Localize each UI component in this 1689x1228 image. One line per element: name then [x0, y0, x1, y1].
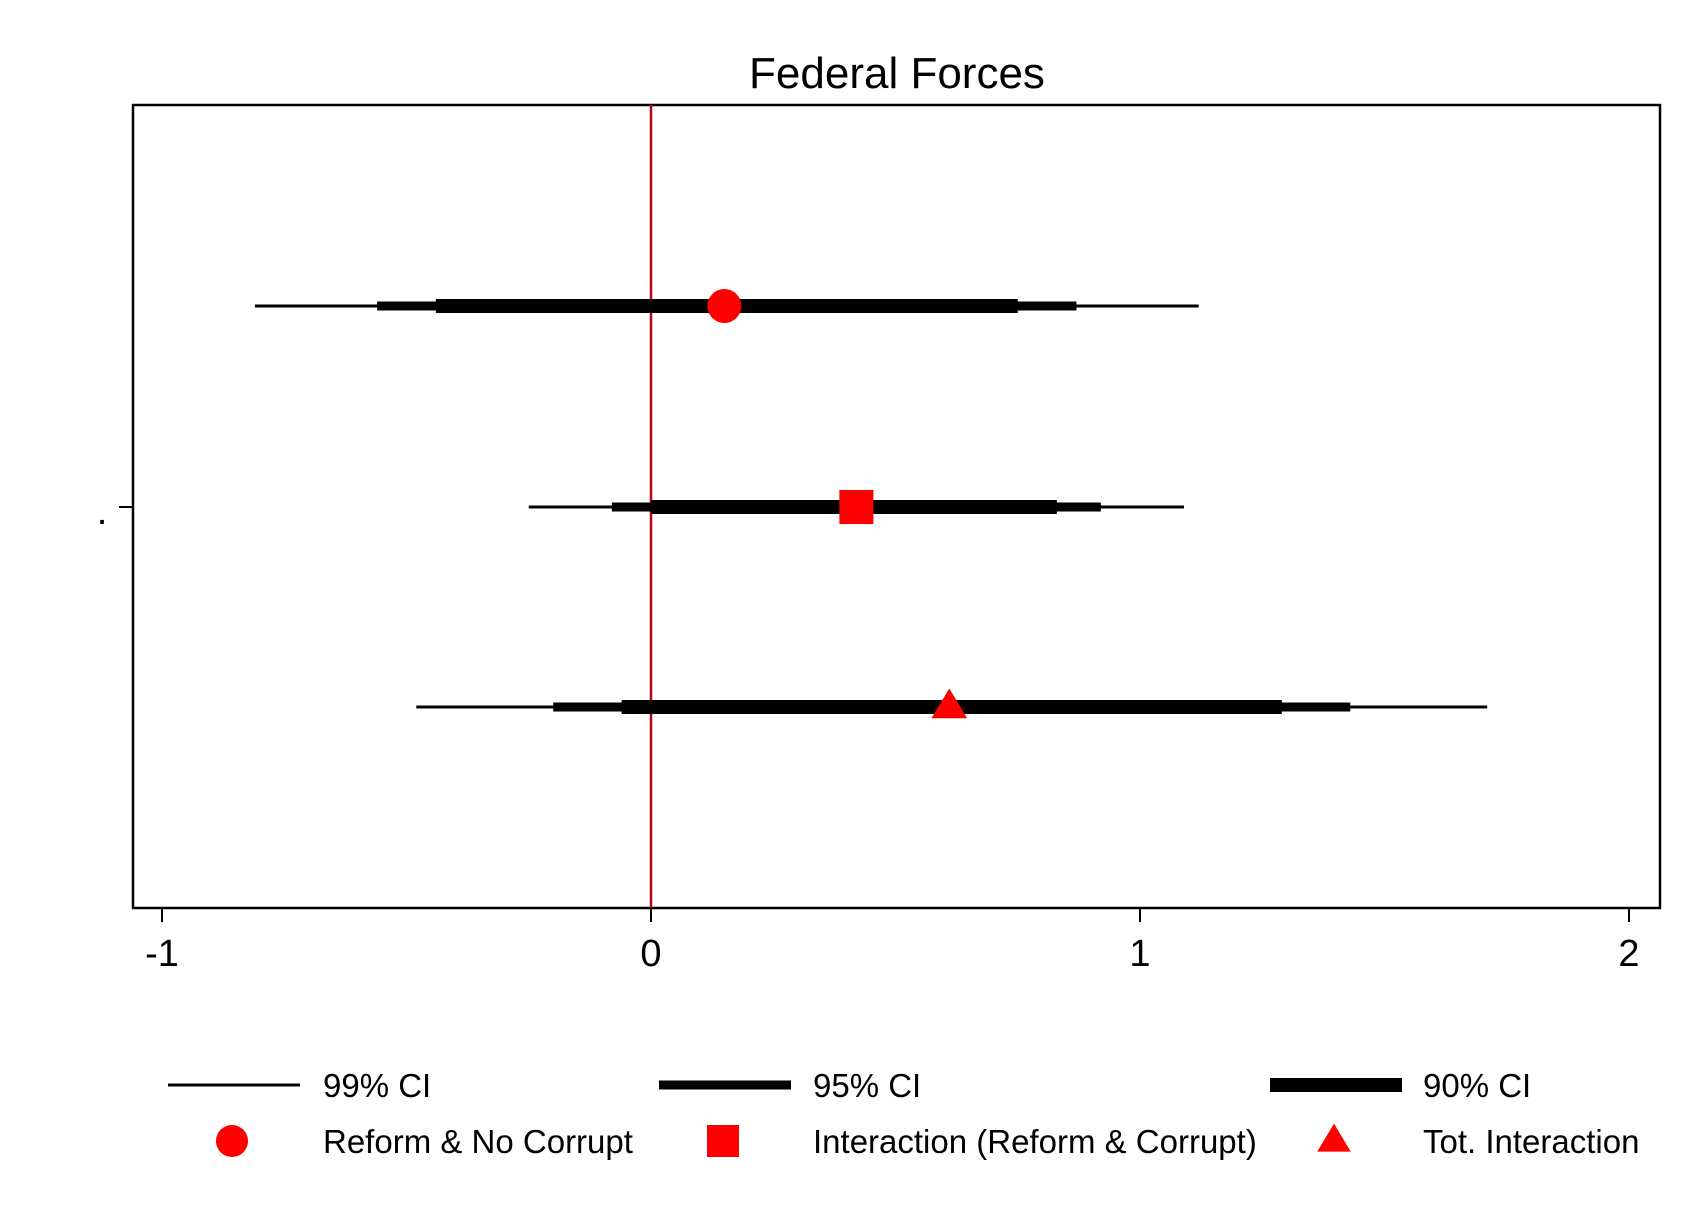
legend-triangle-label: Tot. Interaction — [1423, 1123, 1639, 1160]
legend-ci99-label: 99% CI — [323, 1067, 431, 1104]
estimate-marker-circle — [707, 289, 742, 323]
legend-ci90-label: 90% CI — [1423, 1067, 1531, 1104]
estimate-marker-triangle — [931, 688, 968, 719]
x-tick-label: 0 — [640, 933, 661, 975]
y-tick-label: . — [97, 491, 108, 533]
x-tick-label: 1 — [1129, 933, 1150, 975]
legend-triangle-marker — [1317, 1123, 1351, 1152]
series-square — [528, 490, 1185, 524]
y-axis: . — [97, 491, 133, 533]
legend: 99% CI 95% CI 90% CI Reform & No Corrupt Int… — [168, 1067, 1639, 1160]
legend-circle-label: Reform & No Corrupt — [323, 1123, 633, 1160]
legend-circle-marker — [216, 1125, 248, 1157]
x-axis: -1 0 1 2 — [145, 908, 1640, 975]
series-circle — [254, 289, 1199, 323]
series-triangle — [416, 688, 1488, 719]
chart-title: Federal Forces — [749, 49, 1045, 98]
legend-square-label: Interaction (Reform & Corrupt) — [813, 1123, 1257, 1160]
series-layer — [254, 289, 1488, 719]
estimate-marker-square — [839, 490, 874, 524]
x-tick-label: -1 — [145, 933, 179, 975]
legend-ci95-label: 95% CI — [813, 1067, 921, 1104]
legend-square-marker — [707, 1125, 739, 1157]
x-tick-label: 2 — [1618, 933, 1639, 975]
